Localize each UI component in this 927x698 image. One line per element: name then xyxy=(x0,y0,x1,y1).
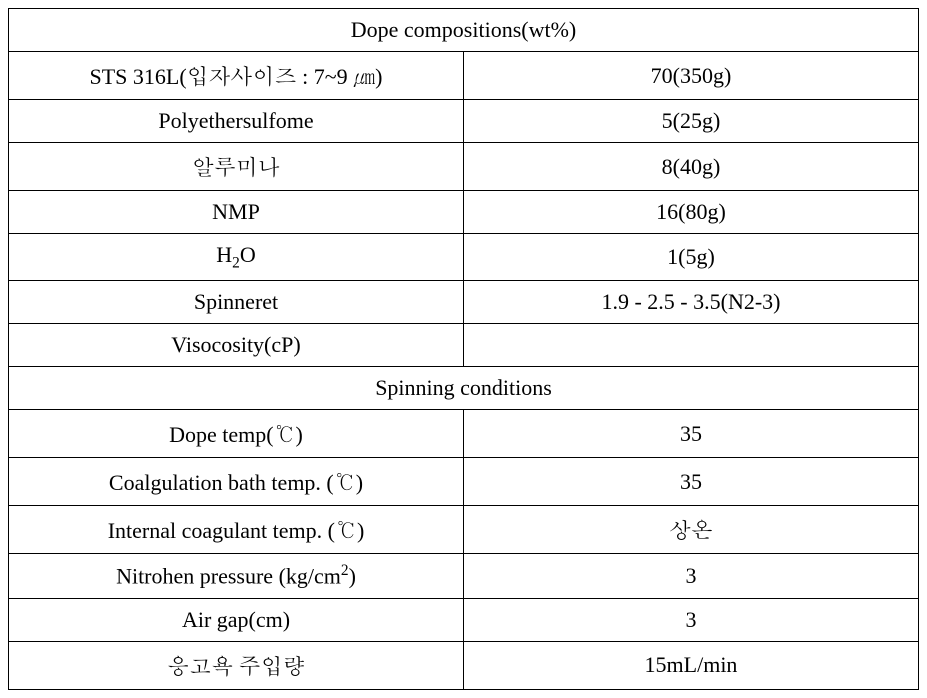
row-label: H2O xyxy=(9,234,464,281)
row-value xyxy=(464,324,919,367)
row-value: 70(350g) xyxy=(464,52,919,100)
row-label: STS 316L(입자사이즈 : 7~9 ㎛) xyxy=(9,52,464,100)
composition-conditions-table: Dope compositions(wt%) STS 316L(입자사이즈 : … xyxy=(8,8,919,690)
table-row: Dope temp(℃) 35 xyxy=(9,410,919,458)
row-value: 8(40g) xyxy=(464,143,919,191)
table-row: Coalgulation bath temp. (℃) 35 xyxy=(9,458,919,506)
row-value: 5(25g) xyxy=(464,100,919,143)
table-row: Spinneret 1.9 - 2.5 - 3.5(N2-3) xyxy=(9,281,919,324)
row-label: 알루미나 xyxy=(9,143,464,191)
table-body: Dope compositions(wt%) STS 316L(입자사이즈 : … xyxy=(9,9,919,690)
section1-header: Dope compositions(wt%) xyxy=(9,9,919,52)
section-header-row: Spinning conditions xyxy=(9,367,919,410)
row-label: NMP xyxy=(9,191,464,234)
table-row: Polyethersulfome 5(25g) xyxy=(9,100,919,143)
table-row: Nitrohen pressure (kg/cm2) 3 xyxy=(9,554,919,598)
table-row: Visocosity(cP) xyxy=(9,324,919,367)
row-value: 3 xyxy=(464,554,919,598)
table-row: 알루미나 8(40g) xyxy=(9,143,919,191)
table-row: STS 316L(입자사이즈 : 7~9 ㎛) 70(350g) xyxy=(9,52,919,100)
row-value: 16(80g) xyxy=(464,191,919,234)
row-value: 1.9 - 2.5 - 3.5(N2-3) xyxy=(464,281,919,324)
row-label: Polyethersulfome xyxy=(9,100,464,143)
row-value: 35 xyxy=(464,458,919,506)
row-label: Coalgulation bath temp. (℃) xyxy=(9,458,464,506)
row-label: 응고욕 주입량 xyxy=(9,641,464,689)
row-label: Internal coagulant temp. (℃) xyxy=(9,506,464,554)
row-label: Spinneret xyxy=(9,281,464,324)
table-row: Internal coagulant temp. (℃) 상온 xyxy=(9,506,919,554)
row-label: Visocosity(cP) xyxy=(9,324,464,367)
row-label: Dope temp(℃) xyxy=(9,410,464,458)
table-row: 응고욕 주입량 15mL/min xyxy=(9,641,919,689)
section2-header: Spinning conditions xyxy=(9,367,919,410)
row-value: 3 xyxy=(464,598,919,641)
table-row: Air gap(cm) 3 xyxy=(9,598,919,641)
row-value: 15mL/min xyxy=(464,641,919,689)
row-value: 35 xyxy=(464,410,919,458)
table-row: NMP 16(80g) xyxy=(9,191,919,234)
table-row: H2O 1(5g) xyxy=(9,234,919,281)
row-value: 1(5g) xyxy=(464,234,919,281)
row-label: Air gap(cm) xyxy=(9,598,464,641)
row-label: Nitrohen pressure (kg/cm2) xyxy=(9,554,464,598)
section-header-row: Dope compositions(wt%) xyxy=(9,9,919,52)
row-value: 상온 xyxy=(464,506,919,554)
